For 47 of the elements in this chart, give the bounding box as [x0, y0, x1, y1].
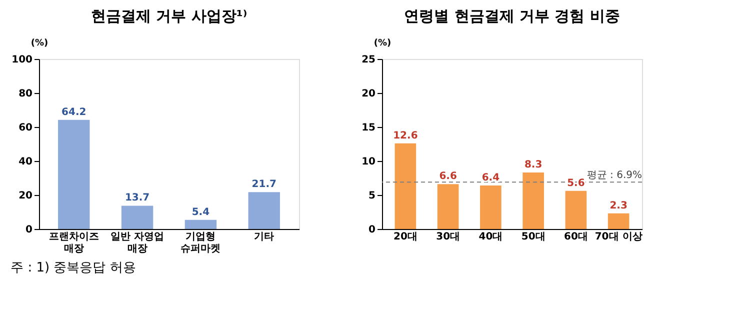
y-tick-label: 25	[362, 54, 376, 66]
ref-line-label: 평균 : 6.9%	[586, 170, 642, 182]
bar	[522, 172, 544, 229]
y-tick-label: 60	[18, 122, 33, 134]
bar	[58, 120, 90, 229]
y-tick-label: 5	[368, 190, 376, 202]
y-tick-label: 40	[18, 156, 33, 168]
data-label: 12.6	[393, 130, 418, 142]
y-tick-label: 10	[362, 156, 376, 168]
y-tick-label: 0	[368, 224, 376, 236]
bar	[184, 220, 217, 229]
y-tick-label: 20	[362, 88, 376, 100]
y-axis-title: (%)	[374, 38, 392, 48]
data-label: 2.3	[610, 200, 628, 212]
bar	[437, 184, 459, 229]
data-label: 5.4	[192, 206, 210, 218]
data-label: 64.2	[62, 106, 86, 118]
x-tick-label: 기타	[254, 232, 274, 242]
y-tick-label: 100	[12, 54, 33, 66]
x-tick-label: 30대	[436, 232, 460, 242]
text: 주 : 1) 중복응답 허용	[10, 260, 136, 276]
data-label: 13.7	[124, 192, 150, 204]
y-tick-label: 15	[362, 122, 376, 134]
data-label: 8.3	[524, 160, 542, 171]
bar	[480, 185, 502, 229]
x-tick-label: 70대 이상	[594, 232, 642, 242]
bar	[565, 190, 587, 229]
bar	[121, 206, 154, 229]
bar	[394, 143, 416, 229]
data-label: 21.7	[252, 179, 276, 190]
data-label: 6.6	[439, 171, 457, 182]
y-tick-label: 0	[26, 224, 33, 236]
bar	[248, 192, 280, 229]
x-tick-label: 40대	[478, 232, 503, 242]
y-tick-label: 80	[18, 88, 33, 100]
x-tick-label: 20대	[393, 232, 418, 242]
x-tick-label: 기업형 슈퍼마켓	[180, 232, 221, 254]
data-label: 6.4	[482, 172, 500, 184]
x-tick-label: 일반 자영업 매장	[110, 232, 164, 254]
chart-title: 연령별 현금결제 거부 경험 비중	[404, 7, 620, 25]
x-tick-label: 50대	[521, 232, 546, 242]
x-tick-label: 프랜차이즈 매장	[48, 232, 99, 254]
bar	[608, 213, 630, 229]
chart-title: 현금결제 거부 사업장¹⁾	[90, 7, 248, 25]
y-axis-title: (%)	[30, 38, 48, 48]
x-tick-label: 60대	[564, 232, 588, 242]
y-tick-label: 20	[18, 190, 33, 202]
